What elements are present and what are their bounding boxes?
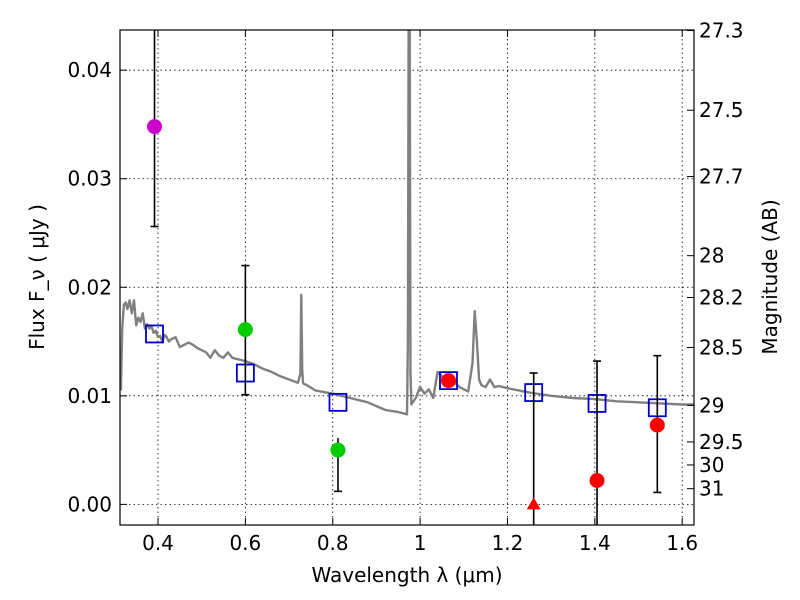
y-tick-label: 0.00 — [67, 492, 112, 516]
model-photometry-square — [145, 324, 164, 344]
y-tick-label: 0.03 — [67, 167, 112, 191]
model-photometry-square — [439, 371, 458, 391]
mag-tick-label: 27.7 — [699, 165, 744, 189]
x-tick-label: 0.8 — [317, 531, 349, 555]
x-axis-label: Wavelength λ (μm) — [311, 563, 502, 587]
plot-frame — [119, 29, 695, 526]
mag-tick-label: 29 — [699, 393, 724, 417]
mag-tick-label: 28 — [699, 244, 724, 268]
observed-point — [237, 322, 253, 338]
mag-tick-label: 27.3 — [699, 19, 744, 43]
series-layer — [120, 30, 694, 525]
x-tick-label: 0.6 — [229, 531, 261, 555]
upper-limit-triangle — [526, 497, 541, 510]
observed-point — [330, 442, 346, 458]
mag-tick-label: 30 — [699, 453, 724, 477]
y-tick-label: 0.01 — [67, 384, 112, 408]
grid — [120, 30, 694, 525]
x-tick-label: 0.4 — [142, 531, 174, 555]
axis-tick-labels: 0.4 0.6 0.8 1 1.2 1.4 1.6 0.00 0.01 0.02 0.03 0.04 2… — [67, 19, 743, 555]
y-axis-right-label: Magnitude (AB) — [758, 199, 782, 354]
x-tick-label: 1 — [414, 531, 427, 555]
x-tick-label: 1.4 — [579, 531, 611, 555]
axis-ticks — [120, 30, 694, 525]
observed-point — [440, 373, 456, 389]
mag-tick-label: 29.5 — [699, 430, 744, 454]
mag-tick-label: 27.5 — [699, 98, 744, 122]
model-photometry-square — [328, 392, 348, 412]
y-tick-label: 0.02 — [67, 275, 112, 299]
observed-point — [649, 417, 665, 433]
observed-point — [147, 119, 163, 135]
mag-tick-label: 28.2 — [699, 286, 744, 310]
y-tick-label: 0.04 — [67, 58, 112, 82]
mag-tick-label: 31 — [699, 477, 724, 501]
x-tick-label: 1.6 — [666, 531, 698, 555]
y-axis-label: Flux F_ν ( μJy ) — [25, 204, 49, 350]
x-tick-label: 1.2 — [492, 531, 524, 555]
model-sed-line — [120, 30, 694, 416]
observed-point — [589, 472, 605, 488]
mag-tick-label: 28.5 — [699, 335, 744, 359]
